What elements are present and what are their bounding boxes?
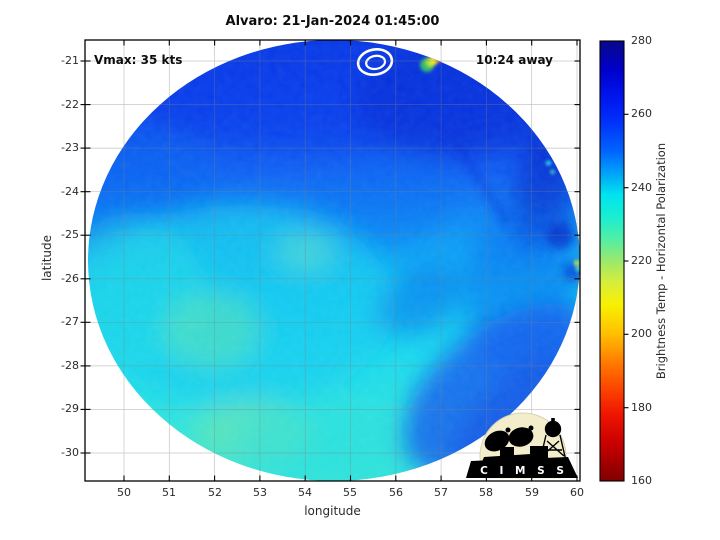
cimss-logo-text: C I M S S xyxy=(480,465,568,477)
x-tick-label: 57 xyxy=(434,486,448,499)
colorbar-tick-label: 160 xyxy=(631,474,652,487)
colorbar-tick-label: 280 xyxy=(631,34,652,47)
y-tick-label: -24 xyxy=(61,185,79,198)
axis-ticks xyxy=(80,40,580,481)
colorbar-axis-label: Brightness Temp - Horizontal Polarizatio… xyxy=(654,142,668,380)
colorbar xyxy=(599,40,629,482)
storm-center-contour xyxy=(356,48,394,76)
y-tick-label: -23 xyxy=(61,141,79,154)
x-axis-label: longitude xyxy=(304,504,361,518)
y-tick-label: -22 xyxy=(61,98,79,111)
x-tick-label: 60 xyxy=(570,486,584,499)
plot-frame xyxy=(84,39,581,482)
colorbar-tick-label: 180 xyxy=(631,401,652,414)
x-tick-label: 54 xyxy=(298,486,312,499)
cimss-logo-art xyxy=(466,418,578,478)
y-tick-label: -28 xyxy=(61,359,79,372)
cimss-logo: C I M S S xyxy=(466,412,578,479)
x-tick-label: 53 xyxy=(253,486,267,499)
grid-lines xyxy=(85,40,580,481)
colorbar-tick-label: 260 xyxy=(631,107,652,120)
x-tick-label: 52 xyxy=(208,486,222,499)
x-tick-label: 58 xyxy=(479,486,493,499)
y-tick-label: -27 xyxy=(61,315,79,328)
y-tick-label: -21 xyxy=(61,54,79,67)
colorbar-tick-label: 220 xyxy=(631,254,652,267)
x-tick-label: 56 xyxy=(389,486,403,499)
vmax-label: Vmax: 35 kts xyxy=(94,53,183,67)
y-axis-label: latitude xyxy=(40,234,54,282)
colorbar-tick-label: 240 xyxy=(631,181,652,194)
time-away-label: 10:24 away xyxy=(475,53,553,67)
y-tick-label: -26 xyxy=(61,272,79,285)
x-tick-label: 51 xyxy=(162,486,176,499)
x-tick-label: 59 xyxy=(525,486,539,499)
colorbar-tick-label: 200 xyxy=(631,327,652,340)
y-tick-label: -30 xyxy=(61,446,79,459)
x-tick-label: 55 xyxy=(343,486,357,499)
plot-title: Alvaro: 21-Jan-2024 01:45:00 xyxy=(225,14,440,29)
colorbar-ticks xyxy=(624,113,629,409)
y-tick-label: -25 xyxy=(61,228,79,241)
y-tick-label: -29 xyxy=(61,402,79,415)
x-tick-label: 50 xyxy=(117,486,131,499)
